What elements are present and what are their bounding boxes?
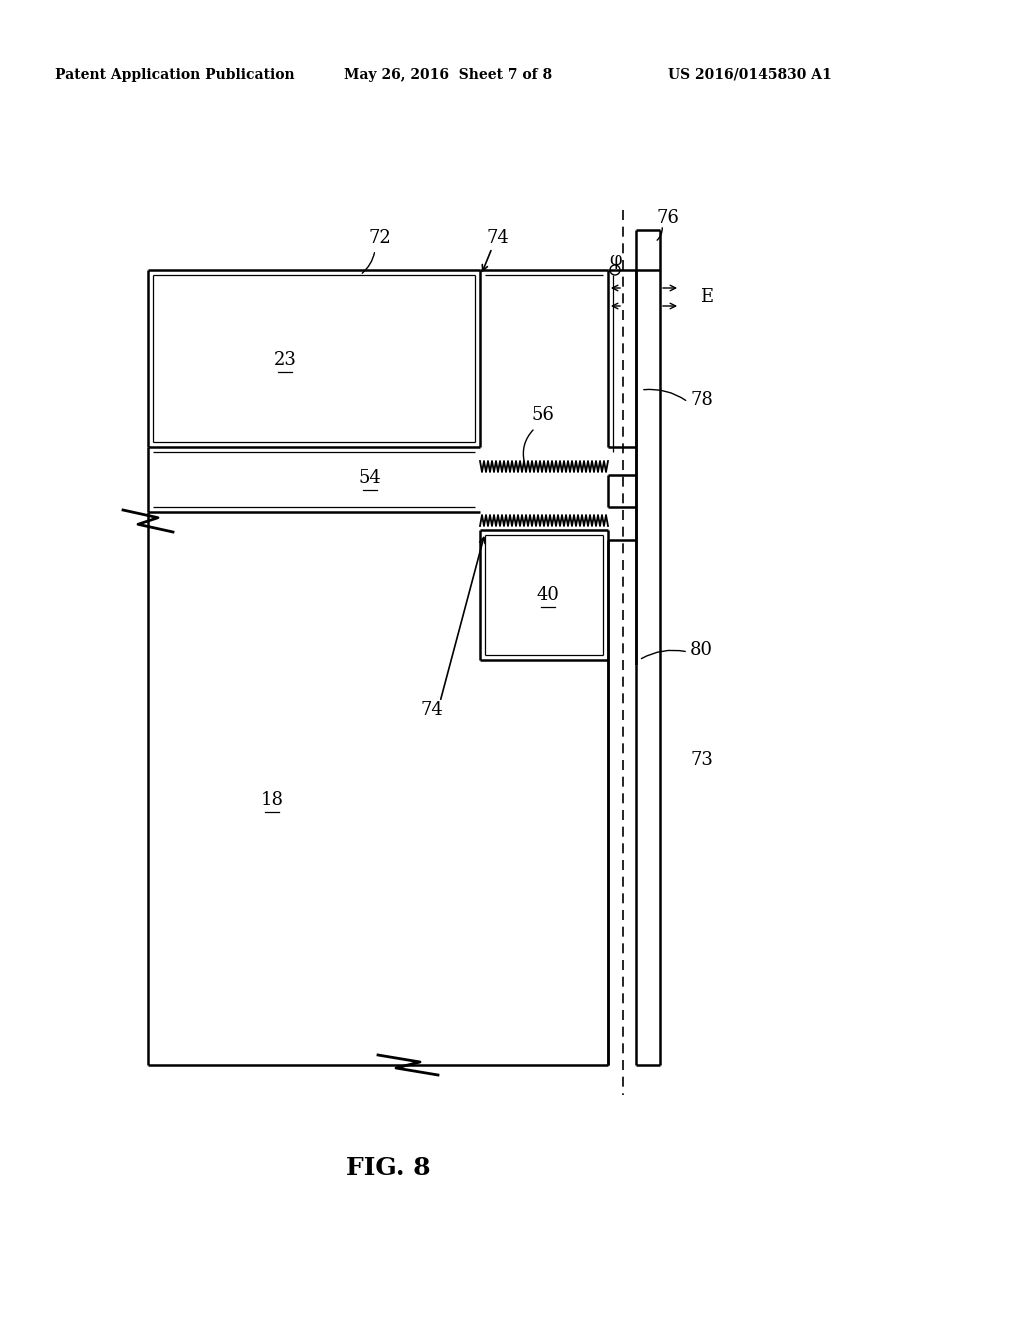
Text: 40: 40 <box>537 586 559 605</box>
Text: 74: 74 <box>486 228 509 247</box>
Text: φ: φ <box>608 251 622 269</box>
Text: 54: 54 <box>358 469 381 487</box>
Text: 74: 74 <box>421 701 443 719</box>
Text: May 26, 2016  Sheet 7 of 8: May 26, 2016 Sheet 7 of 8 <box>344 69 552 82</box>
Text: 78: 78 <box>690 391 713 409</box>
Text: 76: 76 <box>656 209 680 227</box>
Text: FIG. 8: FIG. 8 <box>346 1156 430 1180</box>
Text: 18: 18 <box>260 791 284 809</box>
Text: E: E <box>700 288 713 306</box>
Text: US 2016/0145830 A1: US 2016/0145830 A1 <box>668 69 831 82</box>
Text: 56: 56 <box>531 407 554 424</box>
Text: Patent Application Publication: Patent Application Publication <box>55 69 295 82</box>
Text: 72: 72 <box>369 228 391 247</box>
Text: 80: 80 <box>690 642 713 659</box>
Text: 23: 23 <box>273 351 296 370</box>
Text: 73: 73 <box>690 751 713 770</box>
